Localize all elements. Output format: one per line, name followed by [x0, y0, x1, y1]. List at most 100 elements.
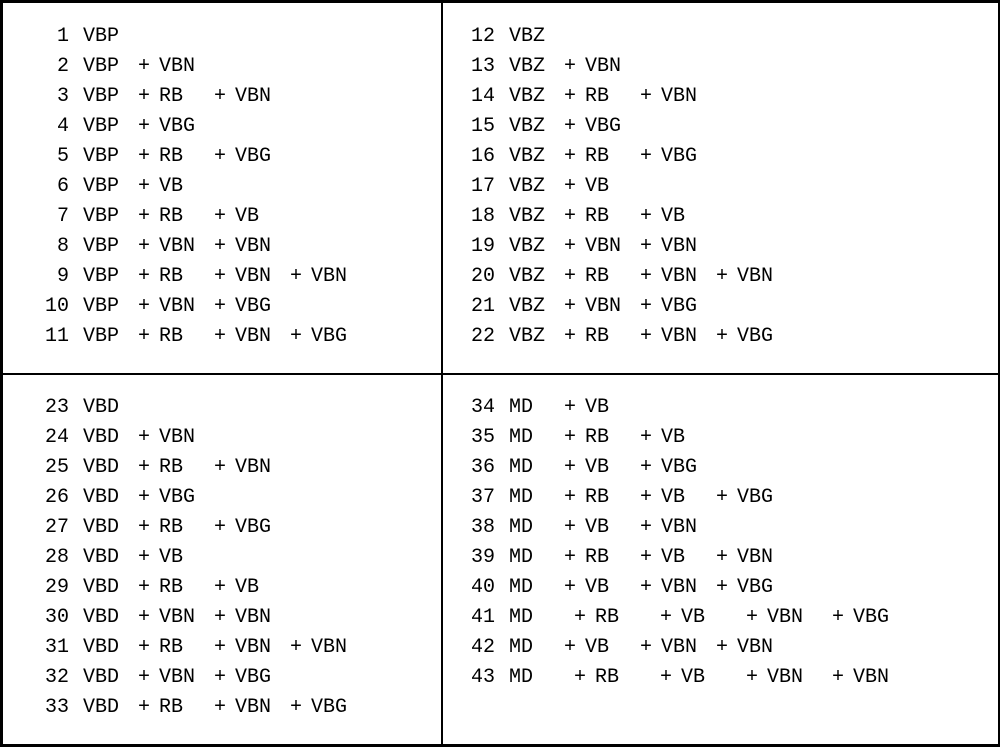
plus-joiner: +	[631, 295, 661, 318]
pos-tag: VBN	[235, 265, 281, 288]
pos-tag: RB	[159, 636, 205, 659]
pos-tag: VBG	[235, 145, 281, 168]
row-number: 19	[451, 235, 509, 258]
pattern-row: 17VBZ+VB	[451, 171, 993, 201]
plus-joiner: +	[631, 205, 661, 228]
pos-tag: VB	[585, 636, 631, 659]
pos-tag: VBZ	[509, 145, 555, 168]
pos-tag: VBZ	[509, 55, 555, 78]
plus-joiner: +	[129, 265, 159, 288]
pattern-row: 26VBD+VBG	[11, 483, 433, 513]
row-number: 38	[451, 516, 509, 539]
pos-tag: VB	[661, 426, 707, 449]
plus-joiner: +	[281, 636, 311, 659]
pos-tag: VBP	[83, 25, 129, 48]
pos-tag: RB	[585, 325, 631, 348]
plus-joiner: +	[631, 145, 661, 168]
pos-tag: VBG	[235, 666, 281, 689]
plus-joiner: +	[205, 325, 235, 348]
pattern-row: 2VBP+VBN	[11, 51, 433, 81]
plus-joiner: +	[129, 516, 159, 539]
pos-tag: VBP	[83, 85, 129, 108]
pos-tag: MD	[509, 486, 555, 509]
plus-joiner: +	[631, 486, 661, 509]
plus-joiner: +	[737, 606, 767, 629]
pos-tag: VBD	[83, 456, 129, 479]
pos-tag: VBP	[83, 265, 129, 288]
plus-joiner: +	[555, 295, 585, 318]
pos-tag: RB	[585, 426, 631, 449]
pattern-row: 33VBD+RB+VBN+VBG	[11, 693, 433, 723]
pattern-row: 29VBD+RB+VB	[11, 573, 433, 603]
pos-tag: VBP	[83, 235, 129, 258]
row-number: 37	[451, 486, 509, 509]
row-number: 28	[11, 546, 83, 569]
pos-tag: VBN	[159, 426, 205, 449]
pattern-row: 14VBZ+RB+VBN	[451, 81, 993, 111]
pos-tag: VBG	[311, 696, 357, 719]
pos-tag: VBN	[661, 516, 707, 539]
row-number: 14	[451, 85, 509, 108]
pos-tag: VB	[661, 486, 707, 509]
plus-joiner: +	[631, 325, 661, 348]
pos-tag: VBZ	[509, 115, 555, 138]
pattern-row: 34MD+VB	[451, 393, 993, 423]
pos-tag: VBD	[83, 396, 129, 419]
plus-joiner: +	[129, 696, 159, 719]
row-number: 16	[451, 145, 509, 168]
quadrant-top-right: 12VBZ13VBZ+VBN14VBZ+RB+VBN15VBZ+VBG16VBZ…	[442, 2, 1000, 374]
pos-tag: MD	[509, 396, 555, 419]
pattern-row: 8VBP+VBN+VBN	[11, 231, 433, 261]
plus-joiner: +	[129, 295, 159, 318]
pos-tag: VBZ	[509, 25, 555, 48]
pos-tag: VBZ	[509, 205, 555, 228]
row-number: 8	[11, 235, 83, 258]
pos-tag: VBN	[737, 265, 783, 288]
plus-joiner: +	[707, 325, 737, 348]
pos-tag: VBG	[311, 325, 357, 348]
row-number: 11	[11, 325, 83, 348]
pos-tag: VBD	[83, 606, 129, 629]
pattern-row: 28VBD+VB	[11, 543, 433, 573]
plus-joiner: +	[129, 426, 159, 449]
plus-joiner: +	[651, 606, 681, 629]
pos-tag: RB	[595, 606, 651, 629]
pattern-table: 1VBP2VBP+VBN3VBP+RB+VBN4VBP+VBG5VBP+RB+V…	[0, 0, 1000, 747]
pos-tag: VBG	[737, 325, 783, 348]
row-number: 42	[451, 636, 509, 659]
row-number: 1	[11, 25, 83, 48]
plus-joiner: +	[129, 325, 159, 348]
pos-tag: VBZ	[509, 325, 555, 348]
pos-tag: RB	[159, 205, 205, 228]
pos-tag: VB	[159, 546, 205, 569]
plus-joiner: +	[205, 295, 235, 318]
plus-joiner: +	[205, 145, 235, 168]
plus-joiner: +	[555, 325, 585, 348]
pos-tag: VBN	[235, 325, 281, 348]
pos-tag: RB	[159, 145, 205, 168]
pos-tag: MD	[509, 516, 555, 539]
plus-joiner: +	[555, 55, 585, 78]
pos-tag: RB	[159, 516, 205, 539]
row-number: 39	[451, 546, 509, 569]
row-number: 13	[451, 55, 509, 78]
plus-joiner: +	[823, 666, 853, 689]
plus-joiner: +	[129, 636, 159, 659]
pos-tag: VBN	[311, 636, 357, 659]
pos-tag: RB	[159, 456, 205, 479]
pattern-row: 42MD+VB+VBN+VBN	[451, 633, 993, 663]
plus-joiner: +	[631, 426, 661, 449]
row-number: 31	[11, 636, 83, 659]
pos-tag: VB	[585, 516, 631, 539]
plus-joiner: +	[737, 666, 767, 689]
row-number: 10	[11, 295, 83, 318]
plus-joiner: +	[651, 666, 681, 689]
pos-tag: MD	[509, 456, 555, 479]
pos-tag: VB	[585, 576, 631, 599]
pos-tag: VBP	[83, 295, 129, 318]
pattern-row: 39MD+RB+VB+VBN	[451, 543, 993, 573]
pos-tag: VBN	[159, 55, 205, 78]
row-number: 21	[451, 295, 509, 318]
row-number: 2	[11, 55, 83, 78]
pattern-row: 37MD+RB+VB+VBG	[451, 483, 993, 513]
